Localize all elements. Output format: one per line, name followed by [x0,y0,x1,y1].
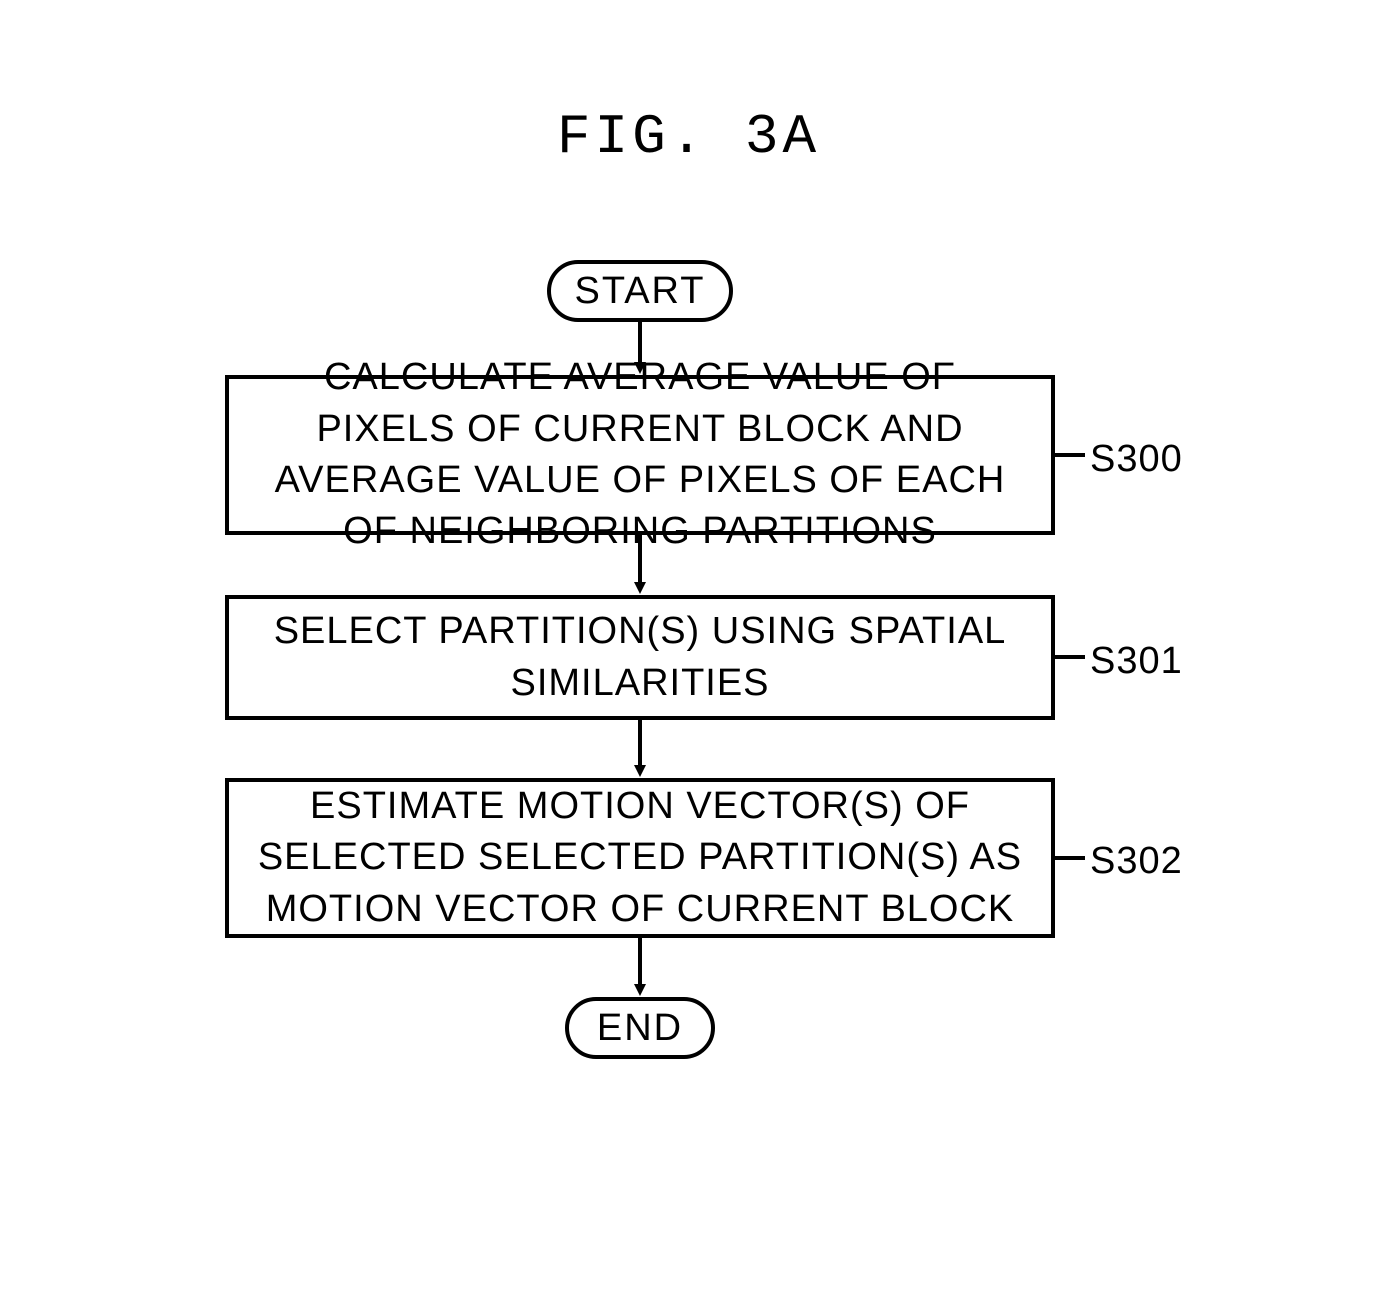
label-s301: S301 [1090,640,1183,683]
process-s300: CALCULATE AVERAGE VALUE OF PIXELS OF CUR… [225,375,1055,535]
end-terminal: END [565,997,715,1059]
figure-title: FIG. 3A [0,105,1377,169]
figure-container: FIG. 3A START CALCULATE AVERAGE VALUE OF… [0,0,1377,1300]
process-s301: SELECT PARTITION(S) USING SPATIAL SIMILA… [225,595,1055,720]
process-s302: ESTIMATE MOTION VECTOR(S) OF SELECTED SE… [225,778,1055,938]
start-terminal: START [547,260,733,322]
label-s302: S302 [1090,840,1183,883]
label-s300: S300 [1090,438,1183,481]
